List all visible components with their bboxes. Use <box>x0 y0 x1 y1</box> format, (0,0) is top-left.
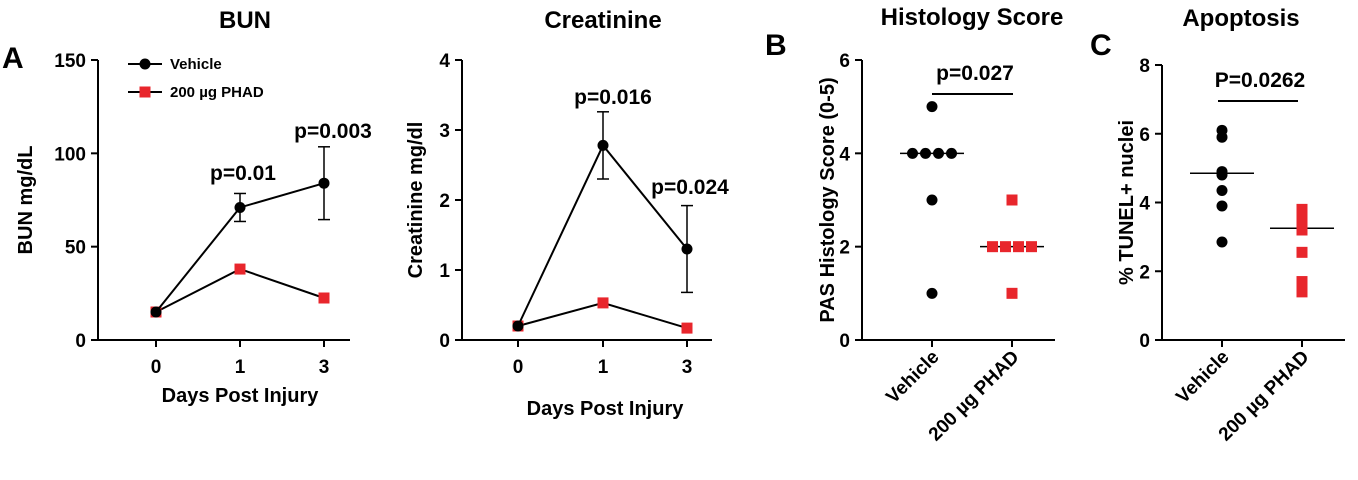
data-point-phad <box>1296 276 1308 288</box>
y-tick-label: 2 <box>1139 262 1150 283</box>
data-point-phad <box>1296 224 1308 236</box>
panel-label-b: B <box>765 29 787 62</box>
chart-title: Histology Score <box>881 4 1064 31</box>
x-axis-label: Days Post Injury <box>162 385 320 407</box>
data-point-phad <box>987 241 998 253</box>
data-point-vehicle <box>920 147 931 159</box>
y-tick-label: 4 <box>1139 194 1150 215</box>
data-point-vehicle <box>907 147 918 159</box>
y-tick-label: 2 <box>839 238 850 259</box>
series-line-phad <box>155 267 325 313</box>
data-point-phad <box>681 322 693 334</box>
p-value-annotation: p=0.024 <box>651 176 729 199</box>
data-point-vehicle <box>318 177 330 189</box>
p-value-annotation: p=0.01 <box>210 162 276 185</box>
legend-marker-vehicle <box>139 58 151 70</box>
data-point-vehicle <box>1216 184 1228 196</box>
legend-marker-phad <box>139 86 151 98</box>
data-point-phad <box>1026 241 1037 253</box>
x-tick-label: Vehicle <box>1172 347 1233 408</box>
data-point-vehicle <box>1216 200 1228 212</box>
data-point-phad <box>1296 286 1308 298</box>
data-point-vehicle <box>1216 169 1228 181</box>
data-point-vehicle <box>234 201 246 213</box>
y-tick-label: 4 <box>439 51 450 72</box>
data-point-vehicle <box>926 287 938 299</box>
y-tick-label: 50 <box>65 238 86 259</box>
x-axis-label: Days Post Injury <box>527 398 685 420</box>
y-axis-label: BUN mg/dL <box>15 146 37 255</box>
y-axis-label: Creatinine mg/dl <box>405 122 427 279</box>
y-tick-label: 0 <box>75 331 86 352</box>
panel-label-a: A <box>2 42 24 75</box>
chart-title: Apoptosis <box>1182 5 1299 32</box>
data-point-vehicle <box>150 306 162 318</box>
data-point-phad <box>1296 246 1308 258</box>
data-point-vehicle <box>926 194 938 206</box>
panel-label-c: C <box>1090 29 1112 62</box>
data-point-phad <box>1013 241 1024 253</box>
panel-labels: A B C <box>2 29 1112 75</box>
chart-title: BUN <box>219 7 271 34</box>
p-value-annotation: p=0.027 <box>936 62 1014 85</box>
data-point-phad <box>1296 212 1308 224</box>
data-point-phad <box>597 297 609 309</box>
data-point-vehicle <box>1216 236 1228 248</box>
y-tick-label: 3 <box>439 121 450 142</box>
data-point-vehicle <box>597 139 609 151</box>
y-tick-label: 4 <box>839 144 850 165</box>
y-tick-label: 2 <box>439 191 450 212</box>
data-point-vehicle <box>933 147 944 159</box>
legend-label-phad: 200 µg PHAD <box>170 84 264 101</box>
x-tick-label: 0 <box>151 357 162 378</box>
data-point-phad <box>1296 203 1308 215</box>
y-tick-label: 1 <box>439 261 450 282</box>
y-tick-label: 8 <box>1139 56 1150 77</box>
data-point-phad <box>1006 194 1018 206</box>
data-point-phad <box>234 263 246 275</box>
data-point-phad <box>318 292 330 304</box>
p-value-annotation: p=0.003 <box>294 120 372 143</box>
y-axis-label: % TUNEL+ nuclei <box>1116 120 1138 285</box>
data-point-vehicle <box>946 147 957 159</box>
y-tick-label: 0 <box>439 331 450 352</box>
data-point-vehicle <box>926 101 938 113</box>
legend: Vehicle 200 µg PHAD <box>128 56 264 101</box>
creatinine-chart: Creatinine 0 1 2 3 4 Creatinine mg/dl 0 1 3 Days P… <box>405 7 729 420</box>
p-value-annotation: p=0.016 <box>574 86 652 109</box>
y-tick-label: 6 <box>839 51 850 72</box>
x-tick-label: 3 <box>682 357 693 378</box>
data-point-vehicle <box>512 320 524 332</box>
y-axis-label: PAS Histology Score (0-5) <box>817 77 839 322</box>
x-tick-label: Vehicle <box>882 347 943 408</box>
data-point-phad <box>1000 241 1011 253</box>
bun-chart: BUN 0 50 100 150 BUN mg/dL 0 1 3 Days Post Injury… <box>15 7 372 407</box>
y-tick-label: 0 <box>1139 331 1150 352</box>
p-value-annotation: P=0.0262 <box>1215 69 1306 92</box>
x-tick-label: 3 <box>319 357 330 378</box>
y-tick-label: 6 <box>1139 125 1150 146</box>
y-tick-label: 100 <box>54 144 86 165</box>
y-tick-label: 150 <box>54 51 86 72</box>
y-tick-label: 0 <box>839 331 850 352</box>
data-point-phad <box>1006 287 1018 299</box>
chart-title: Creatinine <box>544 7 661 34</box>
x-tick-label: 0 <box>513 357 524 378</box>
data-point-vehicle <box>681 243 693 255</box>
x-tick-label: 1 <box>598 357 609 378</box>
x-tick-label: 1 <box>235 357 246 378</box>
data-point-vehicle <box>1216 131 1228 143</box>
legend-label-vehicle: Vehicle <box>170 56 222 73</box>
